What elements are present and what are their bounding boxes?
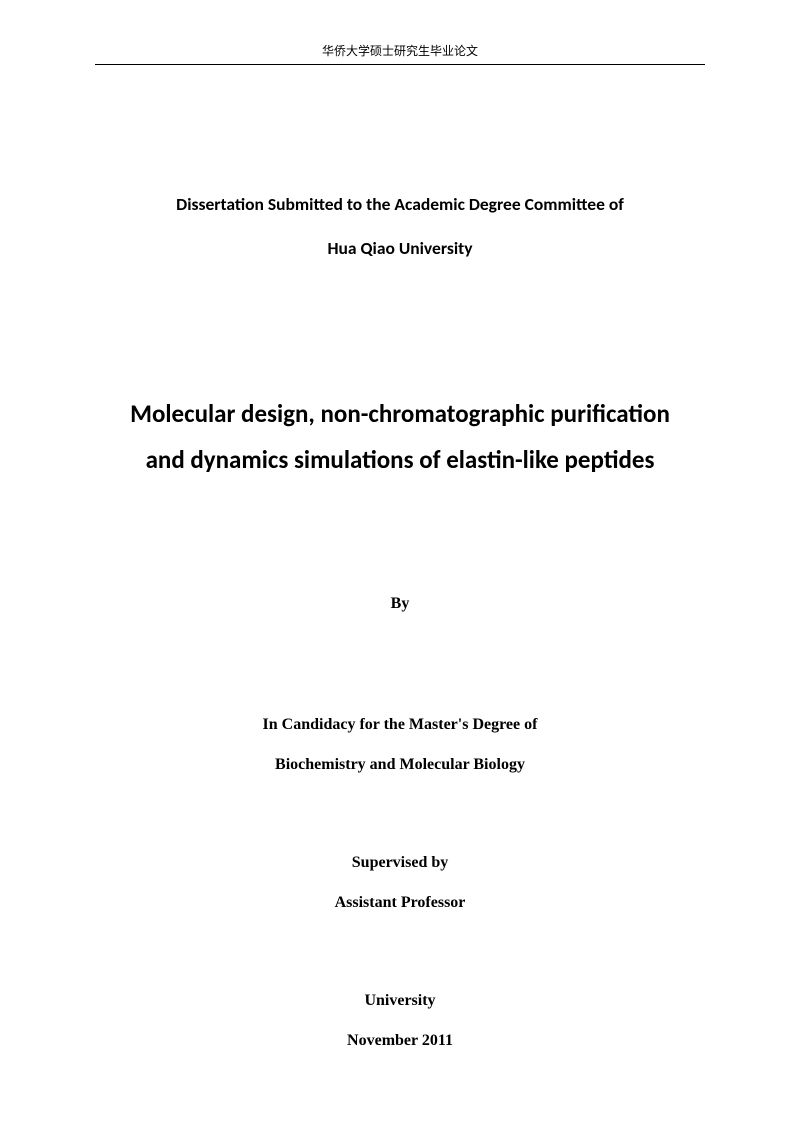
header-text: 华侨大学硕士研究生毕业论文 — [322, 44, 478, 58]
title-line-2: and dynamics simulations of elastin-like… — [95, 437, 705, 483]
submission-block: Dissertation Submitted to the Academic D… — [95, 183, 705, 271]
page-header: 华侨大学硕士研究生毕业论文 — [95, 0, 705, 65]
university-line: University — [95, 981, 705, 1021]
submission-line-2: Hua Qiao University — [95, 227, 705, 271]
supervised-line-1: Supervised by — [95, 843, 705, 883]
by-label: By — [95, 595, 705, 613]
candidacy-line-2: Biochemistry and Molecular Biology — [95, 745, 705, 785]
university-date-block: University November 2011 — [95, 981, 705, 1061]
candidacy-block: In Candidacy for the Master's Degree of … — [95, 705, 705, 785]
candidacy-line-1: In Candidacy for the Master's Degree of — [95, 705, 705, 745]
date-line: November 2011 — [95, 1021, 705, 1061]
title-line-1: Molecular design, non-chromatographic pu… — [95, 391, 705, 437]
page-container: 华侨大学硕士研究生毕业论文 Dissertation Submitted to … — [0, 0, 800, 1132]
header-rule — [95, 64, 705, 65]
submission-line-1: Dissertation Submitted to the Academic D… — [95, 183, 705, 227]
supervised-block: Supervised by Assistant Professor — [95, 843, 705, 923]
dissertation-title: Molecular design, non-chromatographic pu… — [95, 391, 705, 484]
supervised-line-2: Assistant Professor — [95, 883, 705, 923]
